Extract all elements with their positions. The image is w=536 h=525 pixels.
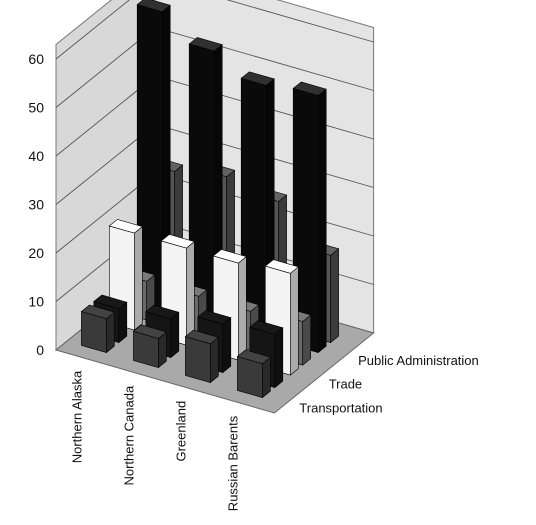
y-tick-label: 40 xyxy=(28,148,44,164)
series-label-trade: Trade xyxy=(329,377,362,392)
gridline xyxy=(55,0,374,60)
bar-public-administration-northern-canada xyxy=(188,37,223,324)
bar-group xyxy=(80,0,340,399)
bar-public-administration-russian-barents xyxy=(292,81,327,354)
bar-trade-greenland xyxy=(212,249,247,361)
category-labels: Northern Alaska Northern Canada Greenland R… xyxy=(69,370,240,511)
bar-transportation-greenland xyxy=(184,329,220,384)
y-tick-label: 50 xyxy=(28,100,44,116)
category-label-northern-canada: Northern Canada xyxy=(121,385,136,485)
category-label-northern-alaska: Northern Alaska xyxy=(69,370,84,463)
y-tick-label: 0 xyxy=(36,342,44,358)
series-depth-labels: Transportation Trade Public Administration xyxy=(299,353,478,416)
bar-transportation-northern-alaska xyxy=(80,304,116,354)
y-tick-label: 20 xyxy=(28,245,44,261)
series-label-public-administration: Public Administration xyxy=(358,353,479,368)
y-axis-ticks: 0 10 20 30 40 50 60 xyxy=(28,51,44,358)
y-tick-label: 60 xyxy=(28,51,44,67)
category-label-greenland: Greenland xyxy=(173,401,188,462)
series-label-transportation: Transportation xyxy=(299,400,382,415)
category-label-russian-barents: Russian Barents xyxy=(225,415,240,511)
bar-transportation-russian-barents xyxy=(236,349,272,399)
bar-transportation-northern-canada xyxy=(132,324,168,369)
y-tick-label: 30 xyxy=(28,197,44,213)
y-tick-label: 10 xyxy=(28,294,44,310)
